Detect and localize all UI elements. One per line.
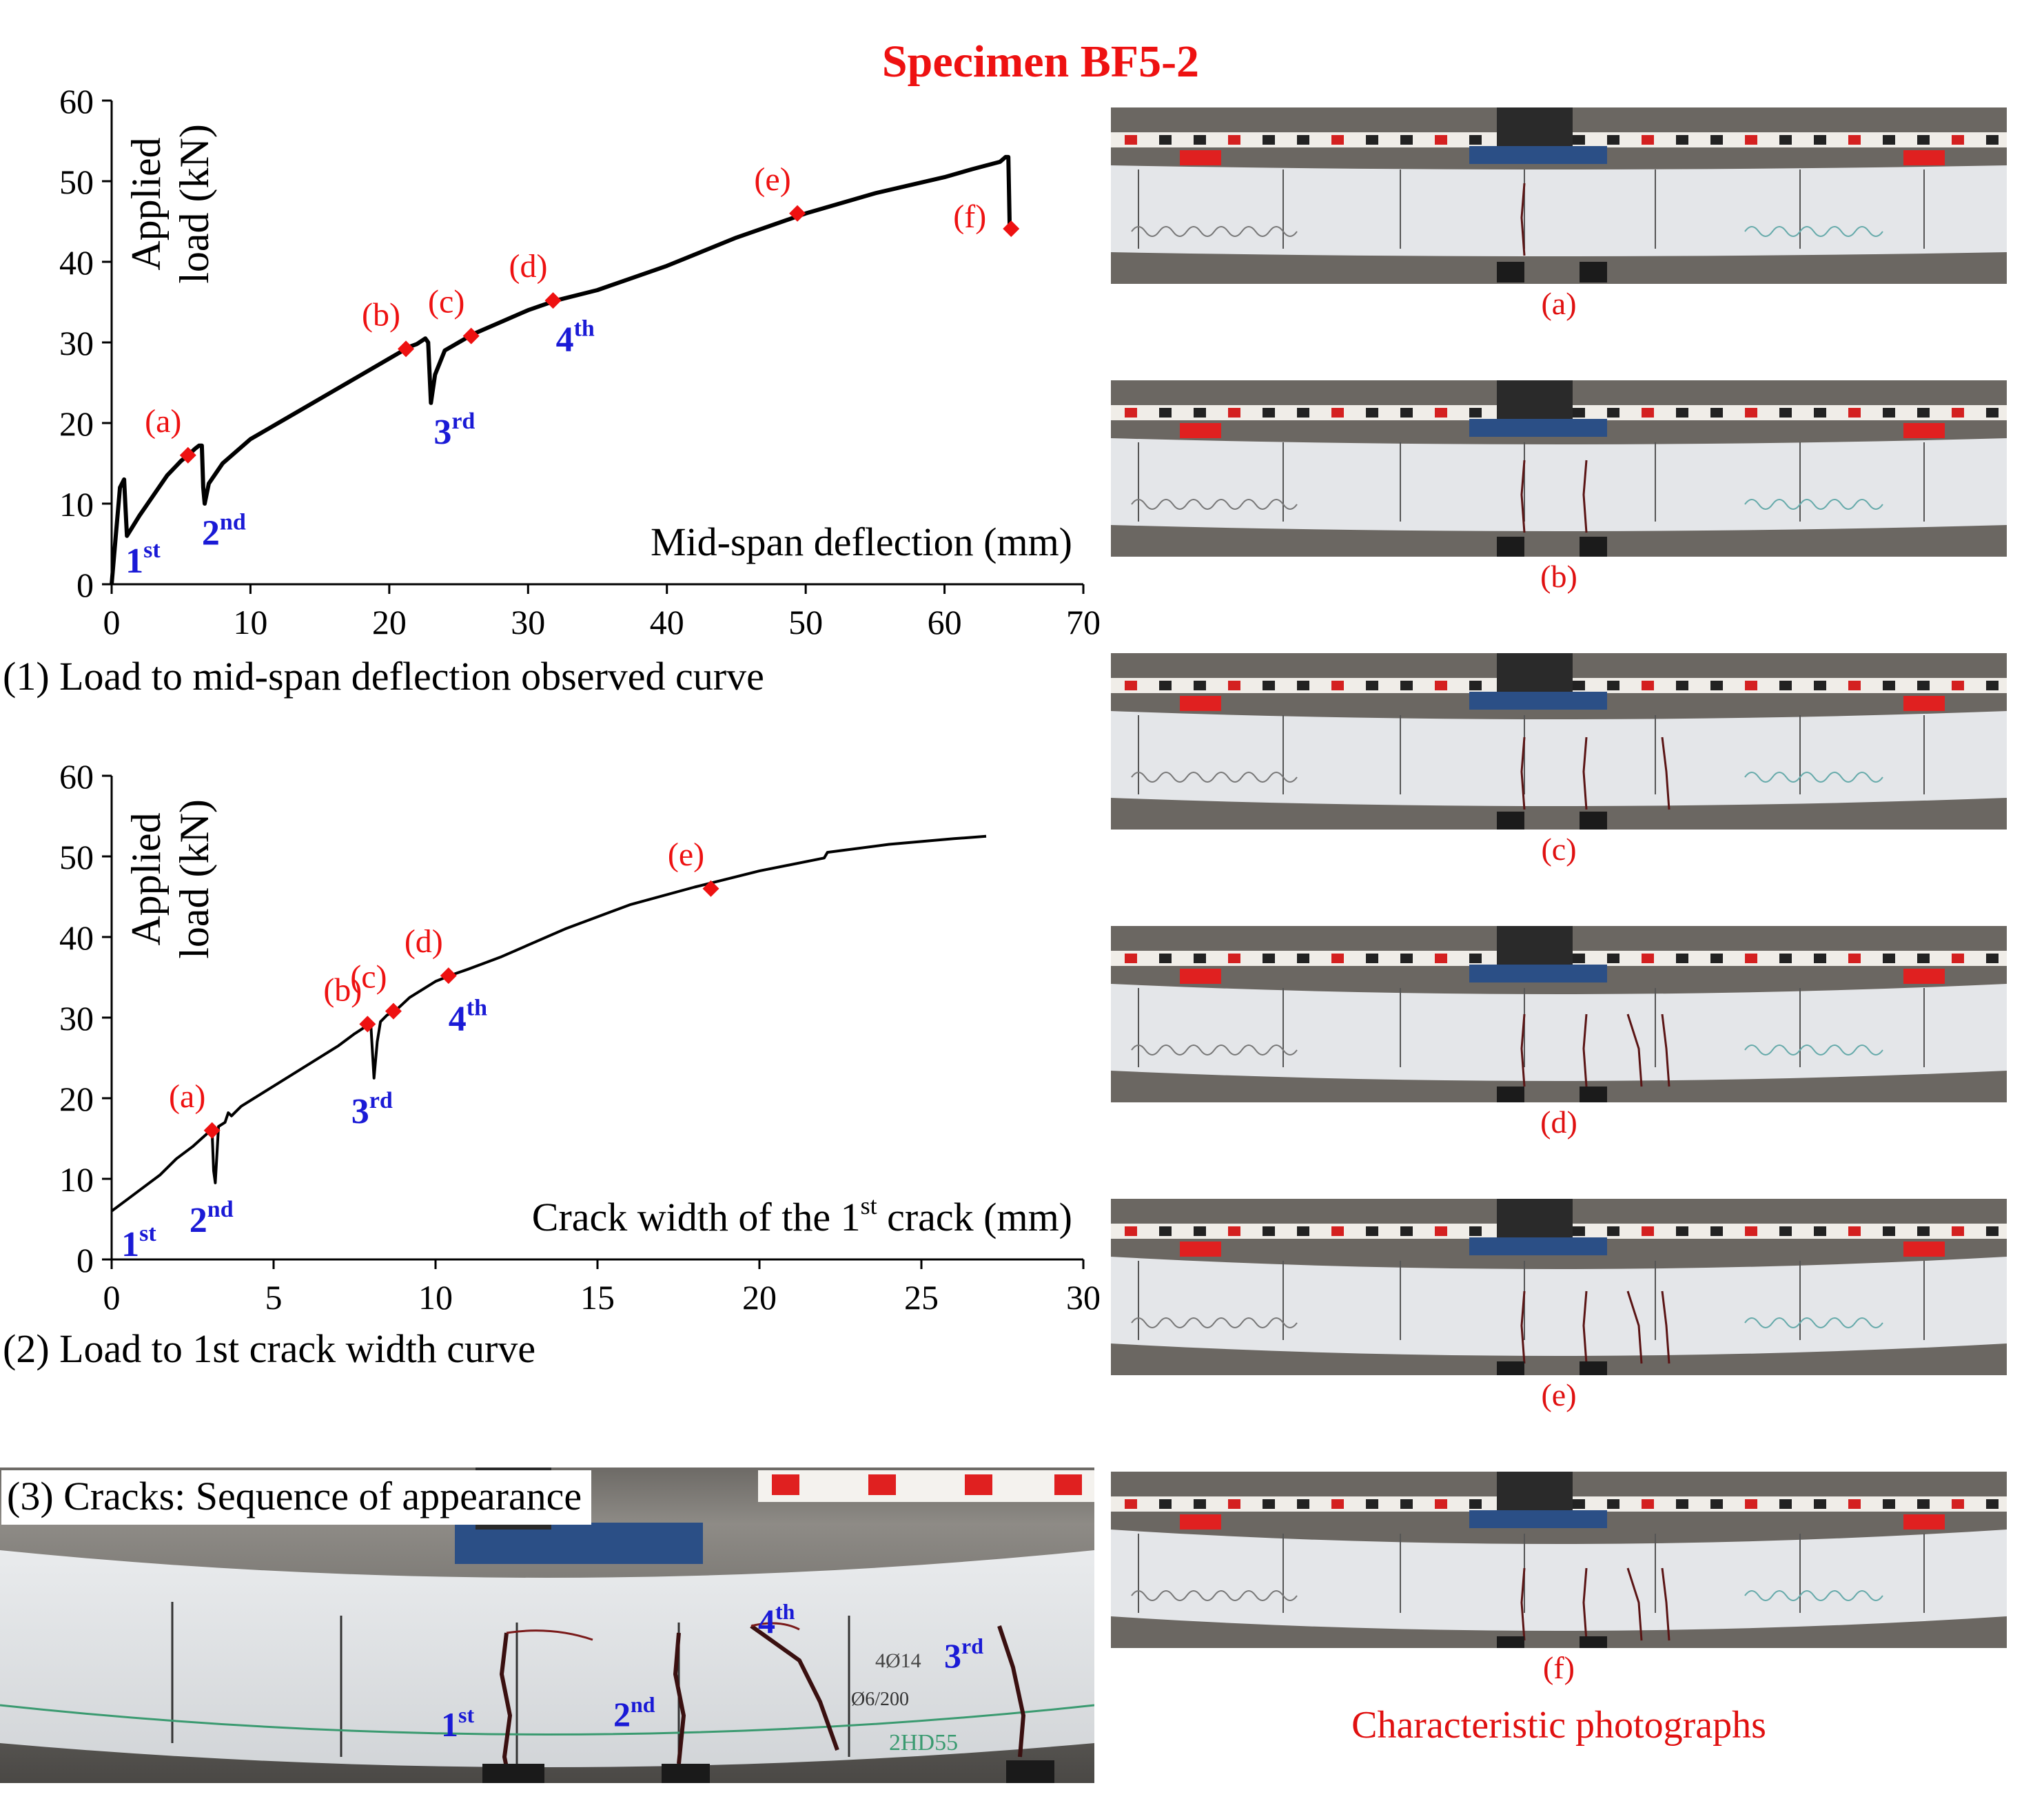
photo-e [1111,1199,2007,1375]
marker-f [1003,220,1020,238]
y-tick-label: 50 [59,838,94,876]
load-curve [110,834,987,1213]
marker-label: (b) [362,296,400,333]
marker-e [702,880,719,897]
y-tick-label: 30 [59,324,94,362]
marker-c [385,1002,402,1020]
x-tick-label: 20 [742,1278,777,1317]
crack-label-3rd: 3rd [433,409,475,452]
chart-load-crack-width: 0 10 20 30 40 50 60 0 5 10 15 20 25 30 Appliedload (kN… [59,758,1101,1317]
marker-label: (d) [509,248,548,285]
crack-label-4th: 4th [556,316,595,359]
y-tick-label: 50 [59,163,94,201]
x-tick-label: 0 [103,603,121,641]
beam-text-stirrups: Ø6/200 [851,1689,909,1710]
y-axis-label: Appliedload (kN) [123,124,217,284]
crack-label-1st: 1st [121,1221,156,1264]
marker-label: (f) [953,198,986,235]
marker-label: (e) [668,836,704,873]
marker-label: (a) [169,1078,205,1115]
crack-label-4th: 4th [758,1599,795,1640]
photo-b [1111,380,2007,557]
photo-a [1111,107,2007,284]
x-tick-label: 40 [650,603,684,641]
x-tick-label: 25 [904,1278,939,1317]
marker-a [203,1122,221,1139]
marker-d [440,967,457,985]
y-tick-label: 0 [76,1241,94,1279]
crack-label-2nd: 2nd [190,1197,234,1240]
x-tick-label: 10 [418,1278,453,1317]
marker-label: (a) [145,403,181,440]
chart-load-deflection: 0 10 20 30 40 50 60 0 10 20 30 40 50 60 70 Appliedload … [59,83,1101,641]
y-tick-label: 30 [59,999,94,1038]
y-tick-label: 40 [59,918,94,957]
marker-label: (b) [323,971,362,1008]
x-tick-label: 15 [580,1278,615,1317]
photo-d [1111,926,2007,1102]
x-tick-label: 20 [372,603,407,641]
marker-label: (c) [350,959,387,996]
marker-label: (d) [405,923,443,960]
characteristic-photos-caption: Characteristic photographs [1351,1704,1766,1747]
crack-sequence-caption: (3) Cracks: Sequence of appearance [1,1470,592,1525]
marker-b [359,1016,376,1033]
chart1-caption: (1) Load to mid-span deflection observed… [3,654,764,699]
figure-title: Specimen BF5-2 [881,37,1200,87]
x-tick-label: 30 [511,603,545,641]
marker-b [398,340,415,358]
y-tick-label: 60 [59,758,94,796]
photo-label-e: (e) [1541,1377,1577,1412]
x-tick-label: 60 [928,603,962,641]
crack-label-2nd: 2nd [613,1692,655,1733]
crack-label-3rd: 3rd [944,1634,983,1675]
x-tick-label: 5 [265,1278,283,1317]
crack-label-1st: 1st [441,1702,474,1744]
x-tick-label: 0 [103,1278,121,1317]
x-axis-label: Crack width of the 1st crack (mm) [532,1192,1072,1239]
x-tick-label: 70 [1066,603,1101,641]
x-tick-label: 50 [788,603,823,641]
x-tick-label: 30 [1066,1278,1101,1317]
y-tick-label: 10 [59,1160,94,1199]
marker-d [544,292,562,309]
crack-label-4th: 4th [449,995,487,1038]
y-tick-label: 10 [59,485,94,524]
photo-f [1111,1472,2007,1648]
y-tick-label: 20 [59,1080,94,1118]
x-axis-label: Mid-span deflection (mm) [651,519,1072,564]
y-tick-label: 40 [59,243,94,282]
photo-label-b: (b) [1540,559,1577,594]
photo-label-c: (c) [1541,832,1577,867]
crack-label-1st: 1st [125,537,161,581]
photo-label-d: (d) [1540,1104,1577,1140]
x-tick-label: 10 [233,603,267,641]
crack-label-3rd: 3rd [351,1088,393,1131]
marker-label: (e) [754,161,790,198]
photo-c [1111,653,2007,830]
y-tick-label: 0 [76,566,94,604]
y-tick-label: 60 [59,83,94,121]
marker-a [179,446,196,464]
chart2-caption: (2) Load to 1st crack width curve [3,1326,536,1371]
marker-e [789,205,806,222]
marker-label: (c) [428,284,464,320]
beam-text-hd: 2HD55 [889,1730,958,1756]
marker-c [462,327,480,344]
beam-text-reinforcement: 4Ø14 [875,1649,921,1672]
photo-label-a: (a) [1541,286,1577,321]
load-curve [110,154,1012,585]
crack-label-2nd: 2nd [202,509,246,553]
y-tick-label: 20 [59,404,94,443]
photo-label-f: (f) [1543,1650,1575,1685]
y-axis-label: Appliedload (kN) [123,799,217,959]
